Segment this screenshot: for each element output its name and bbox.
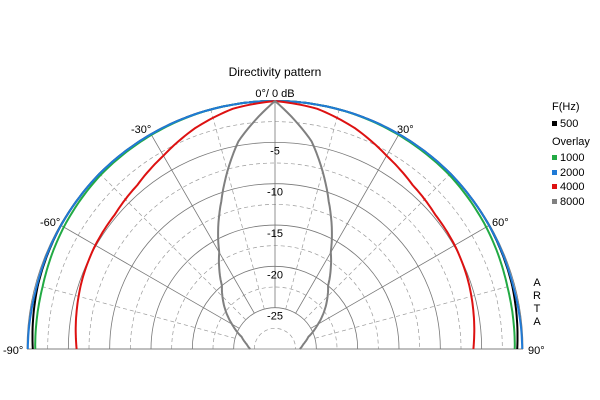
top-angle-label: 0°/ 0 dB (255, 88, 294, 100)
grid-ring (47, 121, 503, 350)
angle-tick-label: 90° (528, 345, 545, 357)
grid-ring (212, 286, 338, 350)
grid-spoke (285, 109, 340, 310)
legend-overlay-header: Overlay (552, 136, 590, 148)
angle-tick-label: 30° (397, 124, 414, 136)
radial-tick-label: -15 (267, 228, 283, 240)
radial-tick-label: -5 (270, 145, 280, 157)
angle-tick-label: 60° (492, 217, 509, 229)
grid-spoke (303, 173, 451, 321)
angle-tick-label: -90° (3, 345, 23, 357)
radial-tick-label: -25 (267, 311, 283, 323)
legend-swatch (552, 121, 557, 126)
legend-swatch (552, 184, 557, 189)
chart-title: Directivity pattern (229, 65, 322, 79)
legend: F(Hz) Overlay 500 1000 2000 4000 8000 (552, 101, 590, 208)
legend-swatch (552, 199, 557, 204)
grid-ring (253, 327, 297, 350)
legend-swatch (552, 155, 557, 160)
series-group (26, 100, 524, 350)
axis-labels: -5 -10 -15 -20 -25 -90° -60° -30° 30° 60° 90° (3, 124, 545, 357)
angle-tick-label: -60° (40, 217, 60, 229)
series-line-8000 (217, 100, 333, 350)
legend-label-4000: 4000 (560, 181, 584, 193)
legend-label-500: 500 (560, 118, 578, 130)
grid-spoke (310, 224, 490, 329)
legend-label-1000: 1000 (560, 152, 584, 164)
legend-header: F(Hz) (552, 101, 580, 113)
angle-tick-label: -30° (131, 124, 151, 136)
grid-spoke (150, 134, 255, 314)
grid-spoke (295, 134, 400, 314)
radial-tick-label: -10 (267, 187, 283, 199)
radial-tick-label: -20 (267, 269, 283, 281)
legend-label-8000: 8000 (560, 196, 584, 208)
legend-swatch (552, 170, 557, 175)
grid-spoke (60, 224, 240, 329)
legend-label-2000: 2000 (560, 167, 584, 179)
